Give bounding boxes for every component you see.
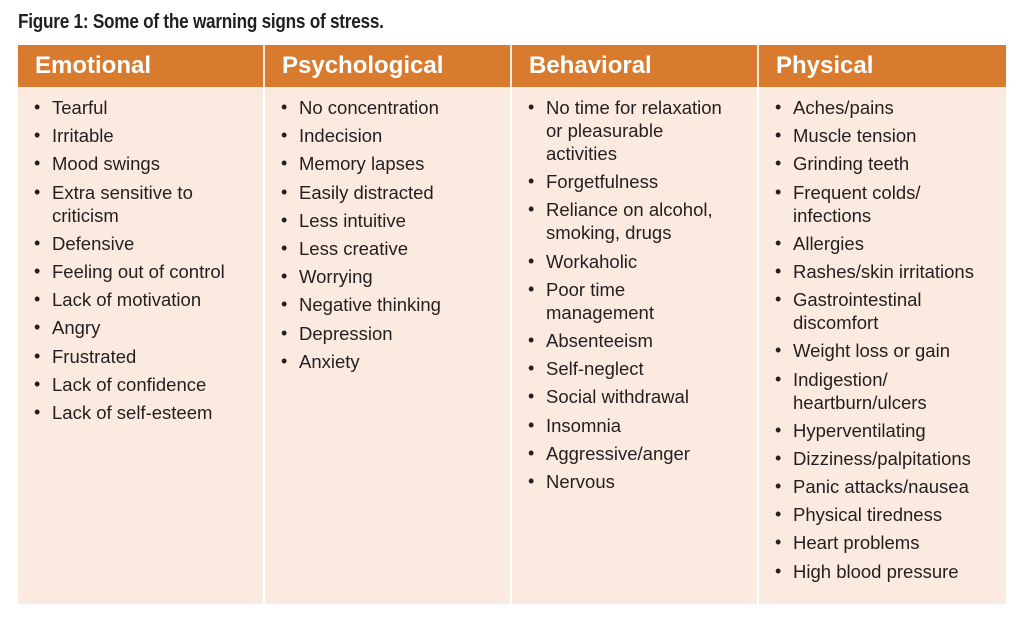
column-emotional: Tearful Irritable Mood swings Extra sensiti… xyxy=(18,87,265,604)
column-behavioral: No time for relaxation or pleasurable ac… xyxy=(512,87,759,604)
list-item: Weight loss or gain xyxy=(773,339,1006,362)
psychological-list: No concentration Indecision Memory lapses E… xyxy=(279,96,510,373)
behavioral-list: No time for relaxation or pleasurable ac… xyxy=(526,96,757,493)
list-item: Irritable xyxy=(32,124,263,147)
list-item: Tearful xyxy=(32,96,263,119)
list-item: Extra sensitive to criticism xyxy=(32,181,263,227)
list-item: No time for relaxation or pleasurable ac… xyxy=(526,96,757,165)
list-item: Heart problems xyxy=(773,531,1006,554)
list-item: Mood swings xyxy=(32,152,263,175)
list-item: Absenteeism xyxy=(526,329,757,352)
list-item: Aggressive/anger xyxy=(526,442,757,465)
list-item: Depression xyxy=(279,322,510,345)
list-item: Poor time management xyxy=(526,278,757,324)
physical-list: Aches/pains Muscle tension Grinding teeth F… xyxy=(773,96,1006,583)
list-item: Workaholic xyxy=(526,250,757,273)
list-item: Frequent colds/ infections xyxy=(773,181,1006,227)
list-item: Social withdrawal xyxy=(526,385,757,408)
list-item: Lack of confidence xyxy=(32,373,263,396)
list-item: Angry xyxy=(32,316,263,339)
list-item: Rashes/skin irritations xyxy=(773,260,1006,283)
list-item: Forgetfulness xyxy=(526,170,757,193)
column-psychological: No concentration Indecision Memory lapses E… xyxy=(265,87,512,604)
list-item: Physical tiredness xyxy=(773,503,1006,526)
list-item: Less intuitive xyxy=(279,209,510,232)
list-item: Worrying xyxy=(279,265,510,288)
list-item: Feeling out of control xyxy=(32,260,263,283)
header-physical: Physical xyxy=(759,45,1006,87)
list-item: Insomnia xyxy=(526,414,757,437)
list-item: Hyperventilating xyxy=(773,419,1006,442)
list-item: Lack of self-esteem xyxy=(32,401,263,424)
list-item: Frustrated xyxy=(32,345,263,368)
list-item: Aches/pains xyxy=(773,96,1006,119)
list-item: Defensive xyxy=(32,232,263,255)
list-item: Negative thinking xyxy=(279,293,510,316)
figure-title: Figure 1: Some of the warning signs of s… xyxy=(18,11,384,33)
list-item: Dizziness/palpitations xyxy=(773,447,1006,470)
list-item: Grinding teeth xyxy=(773,152,1006,175)
list-item: Muscle tension xyxy=(773,124,1006,147)
list-item: High blood pressure xyxy=(773,560,1006,583)
stress-signs-table: Emotional Psychological Behavioral Physi… xyxy=(18,45,1006,604)
list-item: Panic attacks/nausea xyxy=(773,475,1006,498)
column-physical: Aches/pains Muscle tension Grinding teeth F… xyxy=(759,87,1006,604)
list-item: Memory lapses xyxy=(279,152,510,175)
list-item: Nervous xyxy=(526,470,757,493)
list-item: Less creative xyxy=(279,237,510,260)
list-item: Lack of motivation xyxy=(32,288,263,311)
header-behavioral: Behavioral xyxy=(512,45,759,87)
list-item: Reliance on alcohol, smoking, drugs xyxy=(526,198,757,244)
list-item: Anxiety xyxy=(279,350,510,373)
header-emotional: Emotional xyxy=(18,45,265,87)
header-psychological: Psychological xyxy=(265,45,512,87)
list-item: Easily distracted xyxy=(279,181,510,204)
list-item: Indigestion/ heartburn/ulcers xyxy=(773,368,1006,414)
list-item: No concentration xyxy=(279,96,510,119)
list-item: Allergies xyxy=(773,232,1006,255)
list-item: Gastrointestinal discomfort xyxy=(773,288,1006,334)
list-item: Indecision xyxy=(279,124,510,147)
list-item: Self-neglect xyxy=(526,357,757,380)
emotional-list: Tearful Irritable Mood swings Extra sensiti… xyxy=(32,96,263,424)
